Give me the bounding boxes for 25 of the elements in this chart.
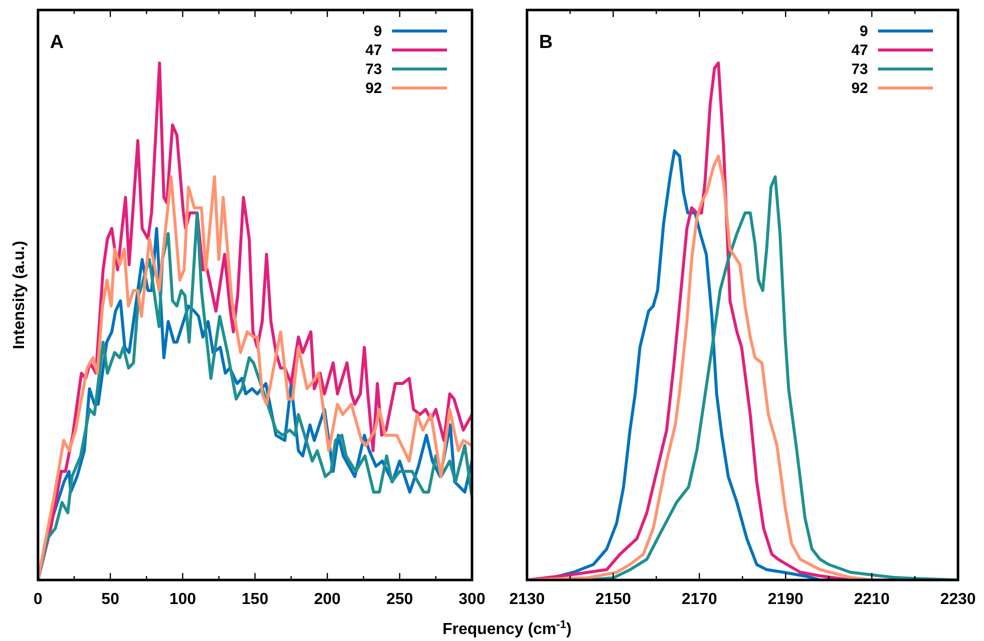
legend-label: 73 xyxy=(851,61,868,78)
x-tick-label: 2150 xyxy=(595,591,632,608)
legend-label: 47 xyxy=(365,42,382,59)
x-tick-label: 2230 xyxy=(940,591,976,608)
legend-label: 9 xyxy=(374,23,382,40)
legend-label: 47 xyxy=(851,42,868,59)
x-axis-title: Frequency (cm$^{-1}$) xyxy=(442,619,572,638)
x-tick-label: 300 xyxy=(458,591,486,608)
x-tick-label: 100 xyxy=(169,591,196,608)
x-tick-label: 2210 xyxy=(854,591,890,608)
y-axis-title: Intensity (a.u.) xyxy=(11,240,28,350)
x-tick-label: 250 xyxy=(386,591,414,608)
chart-title: B xyxy=(539,32,553,53)
x-tick-label: 2190 xyxy=(768,591,804,608)
chart-title: A xyxy=(50,32,64,53)
legend-label: 9 xyxy=(860,23,868,40)
x-tick-label: 200 xyxy=(314,591,341,608)
x-tick-label: 2130 xyxy=(509,591,545,608)
x-tick-label: 2170 xyxy=(682,591,718,608)
x-tick-label: 150 xyxy=(242,591,268,608)
legend-label: 92 xyxy=(365,80,382,97)
x-tick-label: 50 xyxy=(101,591,120,608)
x-tick-label: 0 xyxy=(34,591,43,608)
legend-label: 73 xyxy=(365,61,382,78)
legend-label: 92 xyxy=(851,80,868,97)
